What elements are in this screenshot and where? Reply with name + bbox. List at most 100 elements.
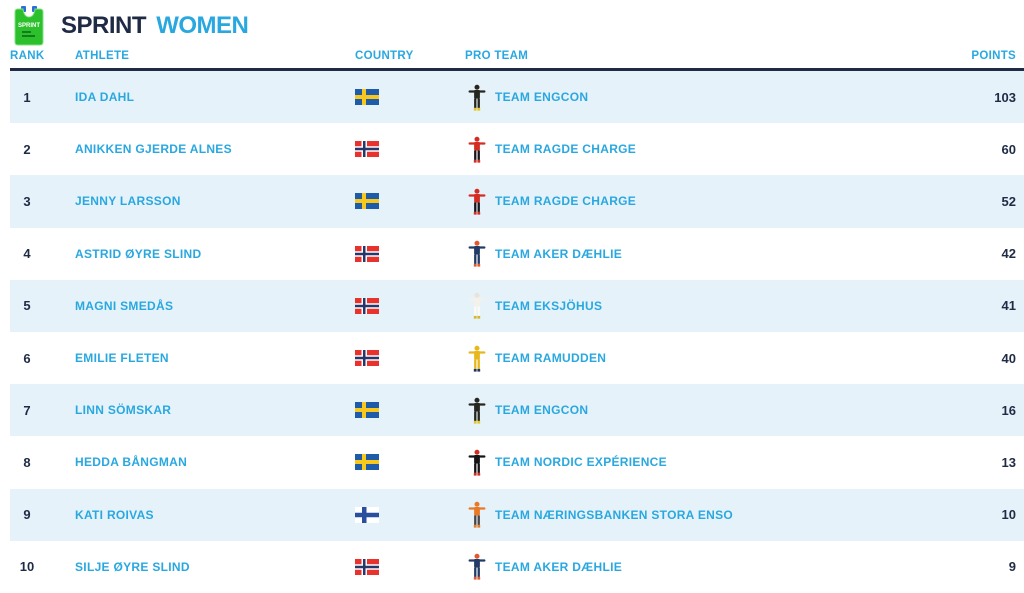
country-cell [345,245,455,262]
team-cell: TEAM ENGCON [455,397,934,424]
country-flag-icon [355,558,379,575]
team-name[interactable]: TEAM ENGCON [495,403,589,418]
team-cell: TEAM AKER DÆHLIE [455,553,934,580]
country-cell [345,506,455,523]
team-name[interactable]: TEAM NORDIC EXPÉRIENCE [495,455,667,470]
team-cell: TEAM NÆRINGSBANKEN STORA ENSO [455,501,934,528]
rank-value: 7 [23,402,31,418]
country-cell [345,454,455,471]
table-row: 1 IDA DAHL TEAM ENGCON 103 [10,71,1024,124]
rank-value: 1 [23,89,31,105]
team-jersey-icon [468,136,486,163]
table-row: 3 JENNY LARSSON TEAM RAGDE CHARGE 52 [10,175,1024,228]
sprint-bib-icon: SPRINT [14,6,44,46]
team-cell: TEAM ENGCON [455,84,934,111]
table-body: 1 IDA DAHL TEAM ENGCON 103 2 ANIKKEN GJE… [10,71,1024,593]
athlete-name[interactable]: MAGNI SMEDÅS [75,298,174,313]
team-name[interactable]: TEAM ENGCON [495,90,589,105]
team-name[interactable]: TEAM NÆRINGSBANKEN STORA ENSO [495,507,734,522]
rank-value: 4 [23,246,31,262]
team-name[interactable]: TEAM RAGDE CHARGE [495,194,637,209]
team-jersey-icon [468,240,486,267]
team-jersey-icon [468,345,486,372]
country-cell [345,558,455,575]
rank-value: 2 [23,141,31,157]
country-flag-icon [355,297,379,314]
title-category: WOMEN [156,12,249,39]
bib-label: SPRINT [18,23,40,29]
table-header-row: RANK ATHLETE COUNTRY PRO TEAM POINTS [0,50,1024,66]
athlete-name[interactable]: LINN SÖMSKAR [75,403,172,418]
column-header-points: POINTS [971,50,1016,62]
country-flag-icon [355,350,379,367]
team-name[interactable]: TEAM RAGDE CHARGE [495,142,637,157]
team-jersey-icon [468,449,486,476]
table-row: 6 EMILIE FLETEN TEAM RAMUDDEN 40 [10,331,1024,385]
table-row: 7 LINN SÖMSKAR TEAM ENGCON 16 [10,384,1024,437]
team-cell: TEAM EKSJÖHUS [455,292,934,319]
country-flag-icon [355,402,379,419]
rank-value: 5 [23,298,31,314]
points-value: 41 [1001,298,1016,314]
team-name[interactable]: TEAM EKSJÖHUS [495,298,603,313]
table-row: 4 ASTRID ØYRE SLIND TEAM AKER DÆHLIE 42 [10,227,1024,280]
page-title: SPRINT WOMEN [61,12,249,40]
country-cell [345,350,455,367]
points-value: 16 [1001,402,1016,418]
team-cell: TEAM NORDIC EXPÉRIENCE [455,449,934,476]
athlete-name[interactable]: JENNY LARSSON [75,194,181,209]
table-row: 10 SILJE ØYRE SLIND TEAM AKER DÆHLIE 9 [10,540,1024,593]
column-header-proteam: PRO TEAM [465,50,529,62]
athlete-name[interactable]: SILJE ØYRE SLIND [75,559,190,574]
points-value: 52 [1001,193,1016,209]
athlete-name[interactable]: ANIKKEN GJERDE ALNES [75,142,232,157]
rank-value: 9 [23,507,31,523]
team-jersey-icon [468,292,486,319]
rank-value: 8 [23,454,31,470]
team-jersey-icon [468,553,486,580]
rank-value: 3 [23,193,31,209]
points-value: 60 [1001,141,1016,157]
points-value: 40 [1001,350,1016,366]
team-name[interactable]: TEAM AKER DÆHLIE [495,559,623,574]
team-name[interactable]: TEAM RAMUDDEN [495,351,607,366]
team-jersey-icon [468,84,486,111]
team-jersey-icon [468,397,486,424]
athlete-name[interactable]: IDA DAHL [75,90,135,105]
athlete-name[interactable]: ASTRID ØYRE SLIND [75,246,202,261]
country-cell [345,297,455,314]
points-value: 103 [994,89,1016,105]
country-flag-icon [355,245,379,262]
header-divider [10,68,1024,71]
table-row: 2 ANIKKEN GJERDE ALNES TEAM RAGDE CHARGE… [10,123,1024,176]
page-header: SPRINT SPRINT WOMEN [10,4,249,48]
table-row: 9 KATI ROIVAS TEAM NÆRINGSBANKEN STORA E… [10,488,1024,541]
team-jersey-icon [468,501,486,528]
column-header-country: COUNTRY [355,50,414,62]
athlete-name[interactable]: KATI ROIVAS [75,507,154,522]
team-cell: TEAM AKER DÆHLIE [455,240,934,267]
team-jersey-icon [468,188,486,215]
country-flag-icon [355,89,379,106]
team-name[interactable]: TEAM AKER DÆHLIE [495,246,623,261]
table-row: 5 MAGNI SMEDÅS TEAM EKSJÖHUS 41 [10,279,1024,332]
country-cell [345,193,455,210]
team-cell: TEAM RAGDE CHARGE [455,188,934,215]
country-flag-icon [355,141,379,158]
country-flag-icon [355,454,379,471]
points-value: 42 [1001,246,1016,262]
table-row: 8 HEDDA BÅNGMAN TEAM NORDIC EXPÉRIENCE 1… [10,436,1024,489]
team-cell: TEAM RAMUDDEN [455,345,934,372]
rank-value: 10 [19,559,35,575]
country-flag-icon [355,193,379,210]
column-header-athlete: ATHLETE [75,50,130,62]
team-cell: TEAM RAGDE CHARGE [455,136,934,163]
points-value: 9 [1008,559,1016,575]
athlete-name[interactable]: EMILIE FLETEN [75,351,169,366]
points-value: 10 [1001,507,1016,523]
country-flag-icon [355,506,379,523]
column-header-rank: RANK [10,50,45,62]
points-value: 13 [1001,454,1016,470]
athlete-name[interactable]: HEDDA BÅNGMAN [75,455,188,470]
